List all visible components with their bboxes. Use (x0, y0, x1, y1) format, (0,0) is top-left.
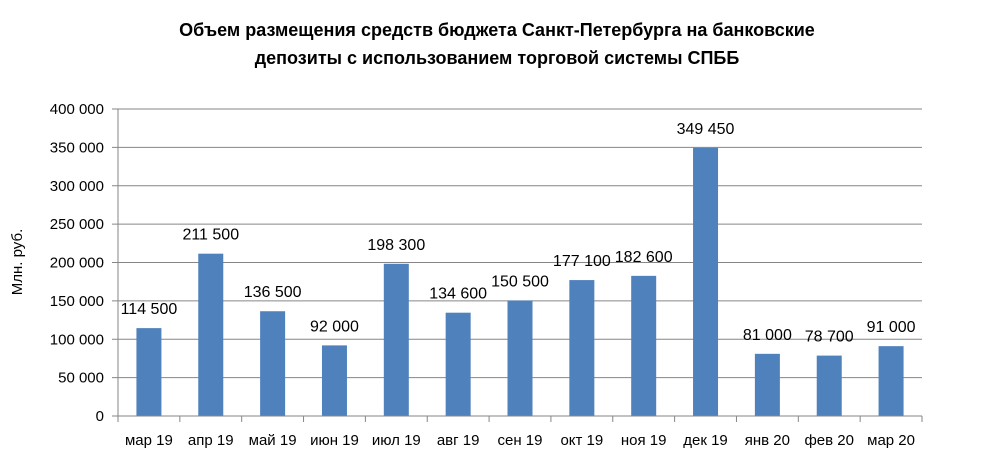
x-tick-label: май 19 (249, 432, 297, 449)
y-axis-ticks: 0 50 000 100 000 150 000 200 000 250 000 300 0… (50, 101, 118, 425)
data-label: 78 700 (805, 329, 854, 346)
bar (816, 355, 842, 416)
data-label: 81 000 (743, 327, 792, 344)
data-label: 182 600 (615, 249, 673, 266)
data-label: 150 500 (491, 273, 549, 290)
y-tick-label: 0 (96, 408, 104, 425)
data-label: 92 000 (310, 318, 359, 335)
bar (754, 353, 780, 416)
data-label: 114 500 (121, 301, 178, 318)
y-tick-label: 200 000 (50, 255, 104, 272)
y-tick-label: 50 000 (58, 370, 104, 387)
chart-title-line-1: Объем размещения средств бюджета Санкт-П… (179, 20, 815, 40)
y-tick-label: 250 000 (50, 216, 104, 233)
bar (693, 147, 719, 416)
bar (260, 311, 286, 416)
bar (383, 263, 409, 416)
bar (321, 345, 347, 416)
x-tick-label: июл 19 (372, 432, 421, 449)
data-label: 136 500 (244, 284, 302, 301)
y-axis-title: Млн. руб. (9, 229, 26, 295)
bar (569, 280, 595, 416)
x-tick-label: авг 19 (437, 432, 480, 449)
x-tick-label: апр 19 (188, 432, 234, 449)
data-label: 134 600 (429, 286, 487, 303)
chart-title-line-2: депозиты с использованием торговой систе… (255, 48, 740, 68)
data-label: 211 500 (182, 227, 239, 244)
data-label: 198 300 (367, 237, 425, 254)
bar (631, 275, 657, 416)
x-tick-label: янв 20 (745, 432, 790, 449)
y-tick-label: 400 000 (50, 101, 104, 118)
x-tick-label: фев 20 (804, 432, 854, 449)
x-tick-label: ноя 19 (621, 432, 667, 449)
y-tick-label: 300 000 (50, 178, 104, 195)
data-label: 91 000 (867, 319, 916, 336)
y-tick-label: 150 000 (50, 293, 104, 310)
y-tick-label: 350 000 (50, 139, 104, 156)
x-tick-label: окт 19 (560, 432, 603, 449)
data-label: 349 450 (677, 121, 735, 138)
x-tick-label: сен 19 (498, 432, 543, 449)
bars (136, 147, 904, 416)
x-tick-label: мар 19 (125, 432, 173, 449)
y-tick-label: 100 000 (50, 331, 104, 348)
bar (198, 253, 224, 416)
x-axis-ticks: мар 19 апр 19 май 19 июн 19 июл 19 авг 19 сен … (117, 416, 923, 449)
data-labels: 114 500 211 500 136 500 92 000 198 300 134 60… (121, 121, 916, 346)
x-tick-label: дек 19 (683, 432, 728, 449)
bar (136, 328, 162, 416)
bar (507, 300, 533, 416)
axes (117, 109, 922, 417)
chart-title: Объем размещения средств бюджета Санкт-П… (179, 20, 815, 68)
x-tick-label: мар 20 (867, 432, 915, 449)
bar (445, 312, 471, 416)
bar (878, 346, 904, 416)
data-label: 177 100 (553, 253, 611, 270)
x-tick-label: июн 19 (310, 432, 359, 449)
